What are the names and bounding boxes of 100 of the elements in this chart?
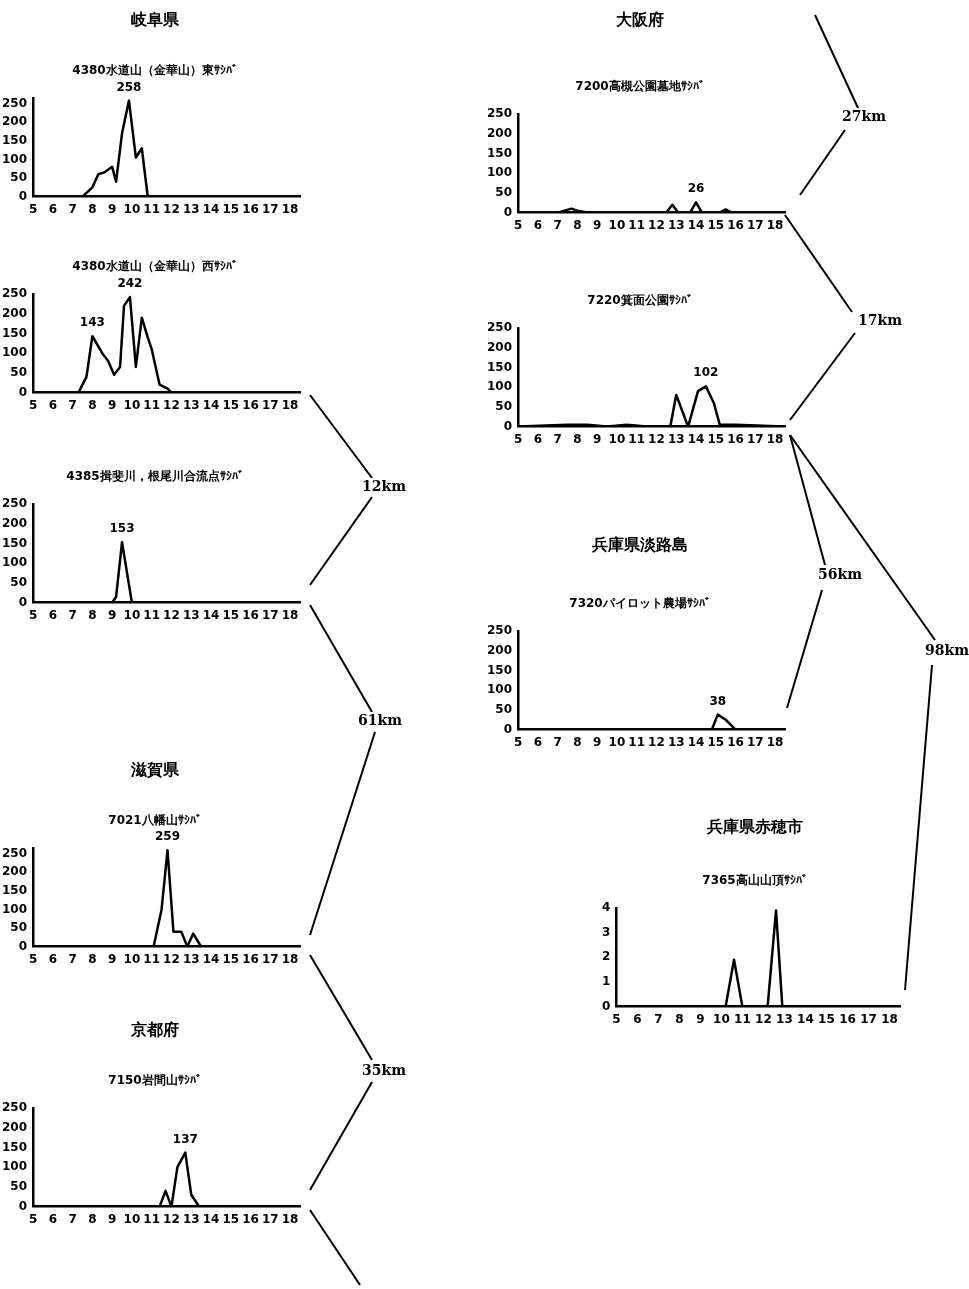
y-tick-label: 200 [486, 339, 513, 354]
x-tick-label: 16 [242, 607, 259, 622]
x-tick-label: 10 [123, 1211, 141, 1226]
chart-subtitle: 4380水道山（金華山）東ｻｼﾊﾞ [72, 63, 238, 77]
x-tick-label: 18 [281, 397, 299, 412]
x-tick-label: 9 [592, 431, 602, 446]
x-tick-label: 11 [143, 1211, 161, 1226]
y-tick-label: 0 [18, 1198, 28, 1213]
x-tick-label: 7 [68, 201, 77, 216]
x-tick-label: 8 [88, 1211, 97, 1226]
y-tick-label: 100 [486, 682, 513, 697]
x-tick-label: 7 [68, 1211, 77, 1226]
y-tick-label: 50 [495, 185, 513, 200]
y-tick-label: 150 [1, 325, 28, 340]
y-tick-label: 150 [486, 662, 513, 677]
chart-subtitle: 7200高槻公園墓地ｻｼﾊﾞ [574, 78, 706, 95]
chart-title: 滋賀県 [130, 760, 180, 781]
data-label: 143 [79, 315, 105, 330]
data-label: 137 [172, 1131, 198, 1146]
text: 56km [818, 566, 862, 582]
x-tick-label: 16 [242, 951, 259, 966]
y-tick-label: 0 [503, 204, 513, 219]
x-tick-label: 10 [123, 607, 141, 622]
x-tick-label: 16 [242, 1211, 259, 1226]
y-tick-label: 150 [1, 1139, 28, 1154]
data-label: 242 [117, 276, 143, 291]
y-tick-label: 100 [486, 165, 513, 180]
y-tick-label: 200 [486, 125, 513, 140]
x-tick-label: 16 [242, 397, 259, 412]
y-tick-label: 0 [18, 938, 28, 953]
x-tick-label: 6 [48, 951, 57, 966]
data-label: 26 [687, 181, 705, 196]
chart-subtitle: 7220箕面公園ｻｼﾊﾞ [586, 292, 694, 309]
y-tick-label: 200 [1, 114, 28, 129]
text: 35km [362, 1062, 406, 1078]
x-tick-label: 18 [281, 951, 299, 966]
x-tick-label: 7 [68, 951, 77, 966]
data-label: 259 [154, 829, 181, 844]
x-tick-label: 13 [667, 734, 685, 749]
y-tick-label: 50 [10, 170, 28, 185]
chart-title: 兵庫県淡路島 [591, 535, 689, 556]
x-tick-label: 11 [628, 431, 646, 446]
y-tick-label: 50 [10, 1179, 28, 1194]
x-tick-label: 12 [648, 734, 665, 749]
y-tick-label: 200 [1, 305, 28, 320]
y-tick-label: 150 [486, 359, 513, 374]
x-tick-label: 13 [182, 397, 200, 412]
y-tick-label: 50 [495, 702, 513, 717]
x-tick-label: 18 [766, 217, 784, 232]
x-tick-label: 6 [533, 217, 542, 232]
x-tick-label: 10 [123, 951, 141, 966]
x-tick-label: 5 [28, 1211, 38, 1226]
x-tick-label: 13 [182, 951, 200, 966]
chart-title: 京都府 [130, 1020, 180, 1041]
x-tick-label: 15 [707, 734, 725, 749]
chart-subtitle: 4385揖斐川，根尾川合流点ｻｼﾊﾞ [65, 468, 245, 485]
x-tick-label: 7 [68, 607, 77, 622]
x-tick-label: 18 [881, 1011, 898, 1026]
x-tick-label: 13 [776, 1011, 793, 1026]
chart-title: 兵庫県赤穂市 [706, 817, 804, 838]
x-tick-label: 7 [553, 217, 562, 232]
y-tick-label: 250 [1, 845, 28, 860]
y-tick-label: 200 [1, 1119, 28, 1134]
x-tick-label: 9 [592, 734, 602, 749]
x-tick-label: 12 [163, 951, 180, 966]
x-tick-label: 14 [202, 1211, 220, 1226]
x-tick-label: 6 [48, 201, 57, 216]
x-tick-label: 15 [818, 1011, 835, 1026]
x-tick-label: 8 [88, 201, 97, 216]
x-tick-label: 11 [628, 734, 646, 749]
x-tick-label: 5 [28, 607, 38, 622]
x-tick-label: 18 [281, 1211, 299, 1226]
x-tick-label: 14 [687, 734, 705, 749]
x-tick-label: 12 [163, 1211, 180, 1226]
x-tick-label: 8 [88, 397, 97, 412]
x-tick-label: 5 [612, 1011, 621, 1026]
x-tick-label: 14 [202, 951, 220, 966]
x-tick-label: 14 [202, 201, 220, 216]
data-label: 102 [693, 365, 719, 380]
y-tick-label: 50 [10, 920, 28, 935]
x-tick-label: 17 [746, 431, 764, 446]
x-tick-label: 7 [553, 734, 562, 749]
x-tick-label: 17 [746, 734, 764, 749]
x-tick-label: 11 [628, 217, 646, 232]
x-tick-label: 12 [648, 431, 665, 446]
y-tick-label: 250 [486, 623, 513, 638]
x-tick-label: 14 [202, 607, 220, 622]
x-tick-label: 15 [222, 607, 240, 622]
x-tick-label: 17 [746, 217, 764, 232]
x-tick-label: 6 [48, 607, 57, 622]
x-tick-label: 10 [713, 1011, 730, 1026]
x-tick-label: 13 [182, 201, 200, 216]
x-tick-label: 15 [222, 397, 240, 412]
x-tick-label: 18 [281, 201, 299, 216]
x-tick-label: 11 [734, 1011, 751, 1026]
x-tick-label: 12 [163, 607, 180, 622]
x-tick-label: 16 [242, 201, 259, 216]
x-tick-label: 12 [648, 217, 665, 232]
y-tick-label: 0 [601, 998, 611, 1013]
y-tick-label: 200 [1, 864, 28, 879]
